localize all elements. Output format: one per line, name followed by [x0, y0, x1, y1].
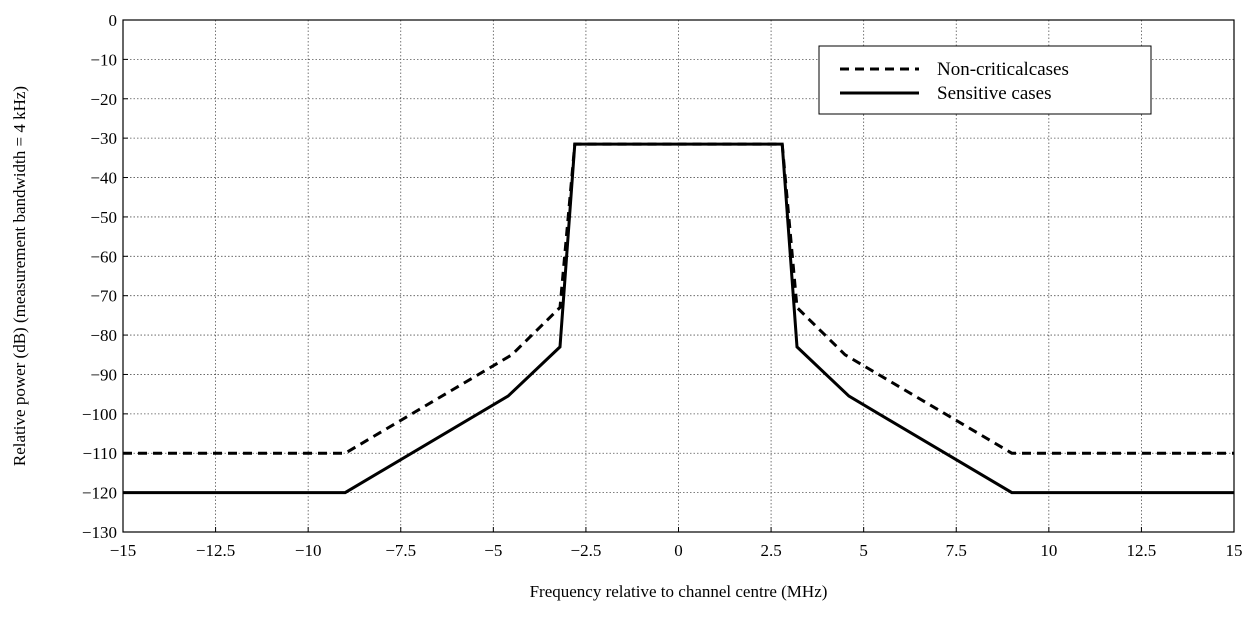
y-tick-label: −130: [82, 523, 117, 542]
y-axis-tick-labels: 0 −10 −20 −30 −40 −50 −60 −70 −80 −90 −100 −110 −120…: [82, 11, 117, 542]
y-tick-label: −110: [83, 444, 117, 463]
x-axis-tick-labels: −15 −12.5 −10 −7.5 −5 −2.5 0 2.5 5 7.5 10 12.5 15: [110, 541, 1243, 560]
legend: Non-criticalcases Sensitive cases: [818, 45, 1152, 115]
y-tick-label: −40: [90, 169, 117, 188]
series-line-sensitive: [123, 142, 1234, 495]
y-tick-label: −100: [82, 405, 117, 424]
y-tick-label: −90: [90, 365, 117, 384]
y-tick-label: 0: [109, 11, 118, 30]
x-tick-label: 7.5: [946, 541, 967, 560]
y-tick-label: −80: [90, 326, 117, 345]
y-tick-label: −30: [90, 129, 117, 148]
legend-box: [818, 45, 1152, 115]
x-tick-label: 12.5: [1127, 541, 1157, 560]
x-tick-label: 0: [674, 541, 683, 560]
y-tick-label: −120: [82, 484, 117, 503]
x-tick-label: 5: [859, 541, 868, 560]
y-axis-label: Relative power (dB) (measurement bandwid…: [10, 86, 29, 466]
legend-label-non-critical: Non-criticalcases: [937, 59, 1069, 80]
x-axis-label: Frequency relative to channel centre (MH…: [530, 582, 828, 601]
y-tick-label: −10: [90, 50, 117, 69]
y-tick-label: −70: [90, 287, 117, 306]
x-tick-label: −7.5: [385, 541, 416, 560]
y-tick-label: −50: [90, 208, 117, 227]
series-line-non-critical: [123, 142, 1234, 455]
x-tick-label: −2.5: [570, 541, 601, 560]
x-tick-label: −10: [295, 541, 322, 560]
x-tick-label: −12.5: [196, 541, 235, 560]
x-tick-label: 2.5: [760, 541, 781, 560]
x-tick-label: 10: [1040, 541, 1057, 560]
y-tick-label: −20: [90, 90, 117, 109]
y-tick-label: −60: [90, 247, 117, 266]
plot-area: [123, 142, 1234, 495]
x-tick-label: −5: [484, 541, 502, 560]
x-tick-label: −15: [110, 541, 137, 560]
legend-label-sensitive: Sensitive cases: [937, 83, 1052, 104]
x-tick-label: 15: [1226, 541, 1243, 560]
axis-ticks: [122, 19, 1235, 533]
